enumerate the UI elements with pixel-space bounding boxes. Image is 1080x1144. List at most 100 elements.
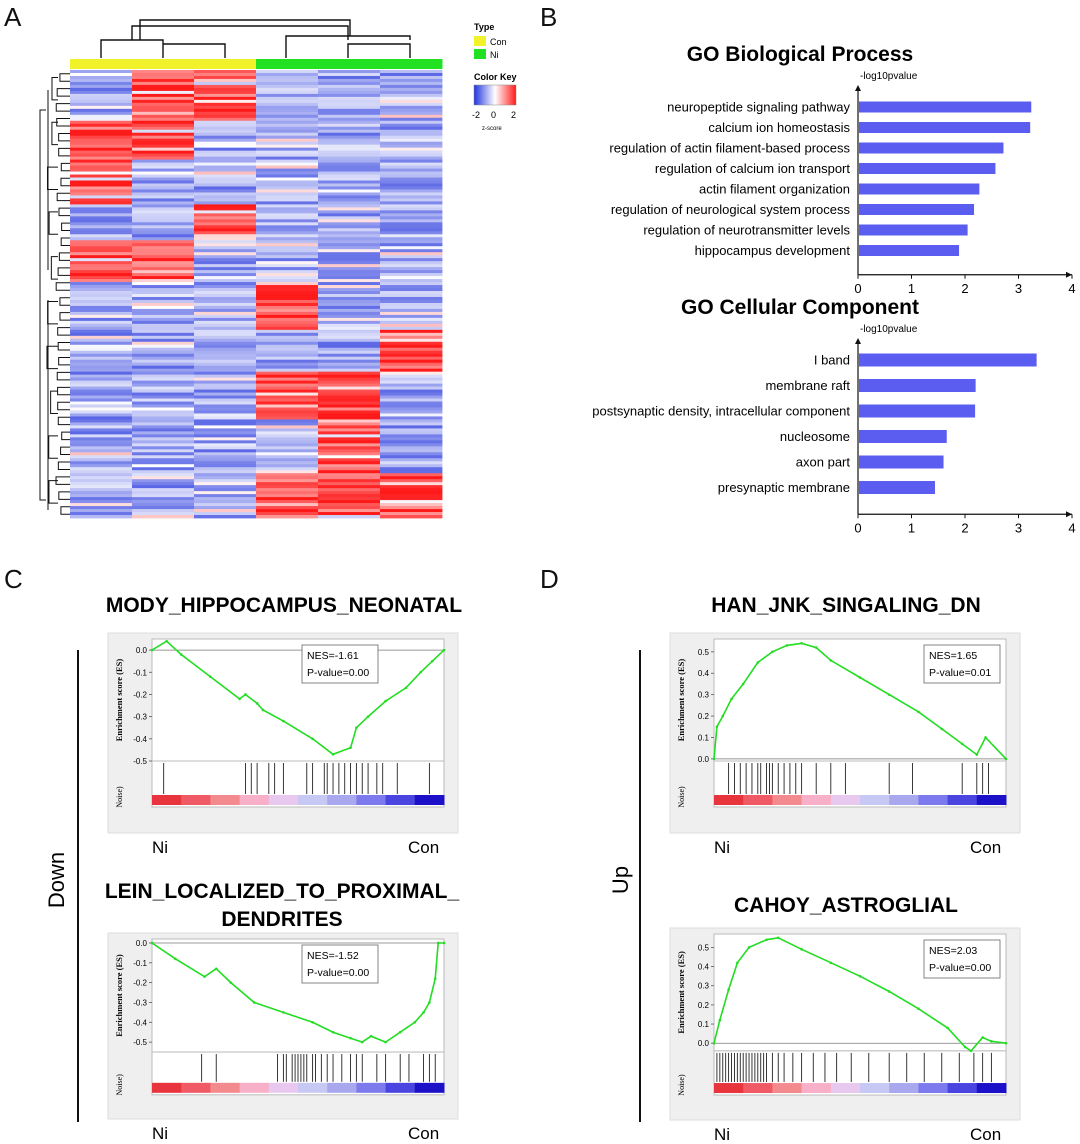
heat-cell (318, 130, 380, 133)
heat-cell (70, 106, 132, 109)
heat-cell (318, 121, 380, 124)
heat-cell (318, 228, 380, 231)
heat-cell (194, 183, 256, 186)
es-point (253, 1001, 256, 1004)
heat-cell (380, 106, 442, 109)
heat-cell (318, 175, 380, 178)
heat-cell (70, 402, 132, 405)
heat-cell (380, 178, 442, 181)
heat-cell (256, 118, 318, 121)
heat-cell (132, 207, 194, 210)
heat-cell (132, 255, 194, 258)
heat-cell (380, 261, 442, 264)
heat-cell (194, 163, 256, 166)
es-point (443, 942, 446, 945)
heat-cell (256, 446, 318, 449)
heat-cell (380, 103, 442, 106)
heat-cell (256, 506, 318, 509)
heat-cell (194, 342, 256, 345)
heat-cell (380, 192, 442, 195)
heat-cell (318, 402, 380, 405)
heat-cell (318, 139, 380, 142)
heat-cell (194, 219, 256, 222)
heat-cell (256, 145, 318, 148)
heat-cell (132, 291, 194, 294)
heat-cell (380, 500, 442, 503)
heat-cell (256, 186, 318, 189)
heat-cell (318, 142, 380, 145)
heat-cell (70, 393, 132, 396)
heat-cell (132, 491, 194, 494)
heat-cell (132, 449, 194, 452)
heat-cell (380, 470, 442, 473)
heat-cell (132, 169, 194, 172)
heat-cell (132, 118, 194, 121)
es-point (434, 977, 437, 980)
heat-cell (132, 437, 194, 440)
heat-cell (132, 172, 194, 175)
heat-cell (132, 309, 194, 312)
heat-cell (380, 405, 442, 408)
heat-cell (132, 342, 194, 345)
heat-cell (380, 121, 442, 124)
rank-color-segment (298, 795, 328, 805)
rank-right-label: Con (970, 1125, 1001, 1144)
heat-cell (318, 270, 380, 273)
heat-cell (194, 121, 256, 124)
heat-cell (256, 342, 318, 345)
heat-cell (194, 494, 256, 497)
heat-cell (256, 154, 318, 157)
heat-cell (70, 201, 132, 204)
heat-cell (132, 204, 194, 207)
heat-cell (380, 282, 442, 285)
heat-cell (70, 294, 132, 297)
heat-cell (318, 464, 380, 467)
es-y-tick-label: -0.2 (133, 690, 147, 699)
heat-cell (256, 178, 318, 181)
heat-cell (256, 363, 318, 366)
heat-cell (256, 175, 318, 178)
rank-axis-title: Noise) (677, 1074, 686, 1096)
go-bar (859, 102, 1031, 113)
heat-cell (132, 148, 194, 151)
heat-cell (132, 109, 194, 112)
heat-cell (318, 288, 380, 291)
heat-cell (194, 151, 256, 154)
heat-cell (70, 363, 132, 366)
heat-cell (132, 201, 194, 204)
heat-cell (194, 431, 256, 434)
heat-cell (256, 109, 318, 112)
heat-cell (256, 282, 318, 285)
heat-cell (256, 428, 318, 431)
heat-cell (70, 413, 132, 416)
es-point (859, 676, 862, 679)
rank-color-segment (386, 795, 416, 805)
heat-cell (194, 234, 256, 237)
heat-cell (256, 213, 318, 216)
heat-cell (318, 148, 380, 151)
heat-cell (132, 494, 194, 497)
heat-cell (132, 446, 194, 449)
heat-cell (132, 237, 194, 240)
rank-color-segment (918, 795, 948, 805)
heat-cell (256, 297, 318, 300)
heat-cell (380, 285, 442, 288)
heat-cell (256, 491, 318, 494)
go-bar (859, 379, 976, 392)
colorkey-tick-high: 2 (511, 110, 516, 120)
heat-cell (70, 345, 132, 348)
heat-cell (70, 309, 132, 312)
heat-cell (132, 195, 194, 198)
heat-cell (194, 237, 256, 240)
heat-cell (318, 103, 380, 106)
heat-cell (380, 267, 442, 270)
heat-cell (256, 434, 318, 437)
rank-color-segment (152, 795, 182, 805)
heat-cell (132, 124, 194, 127)
rank-color-segment (743, 795, 773, 805)
heat-cell (70, 255, 132, 258)
heat-cell (194, 333, 256, 336)
go-category-label: calcium ion homeostasis (708, 120, 850, 135)
colorkey-label: z-score (482, 126, 502, 132)
heat-cell (132, 485, 194, 488)
